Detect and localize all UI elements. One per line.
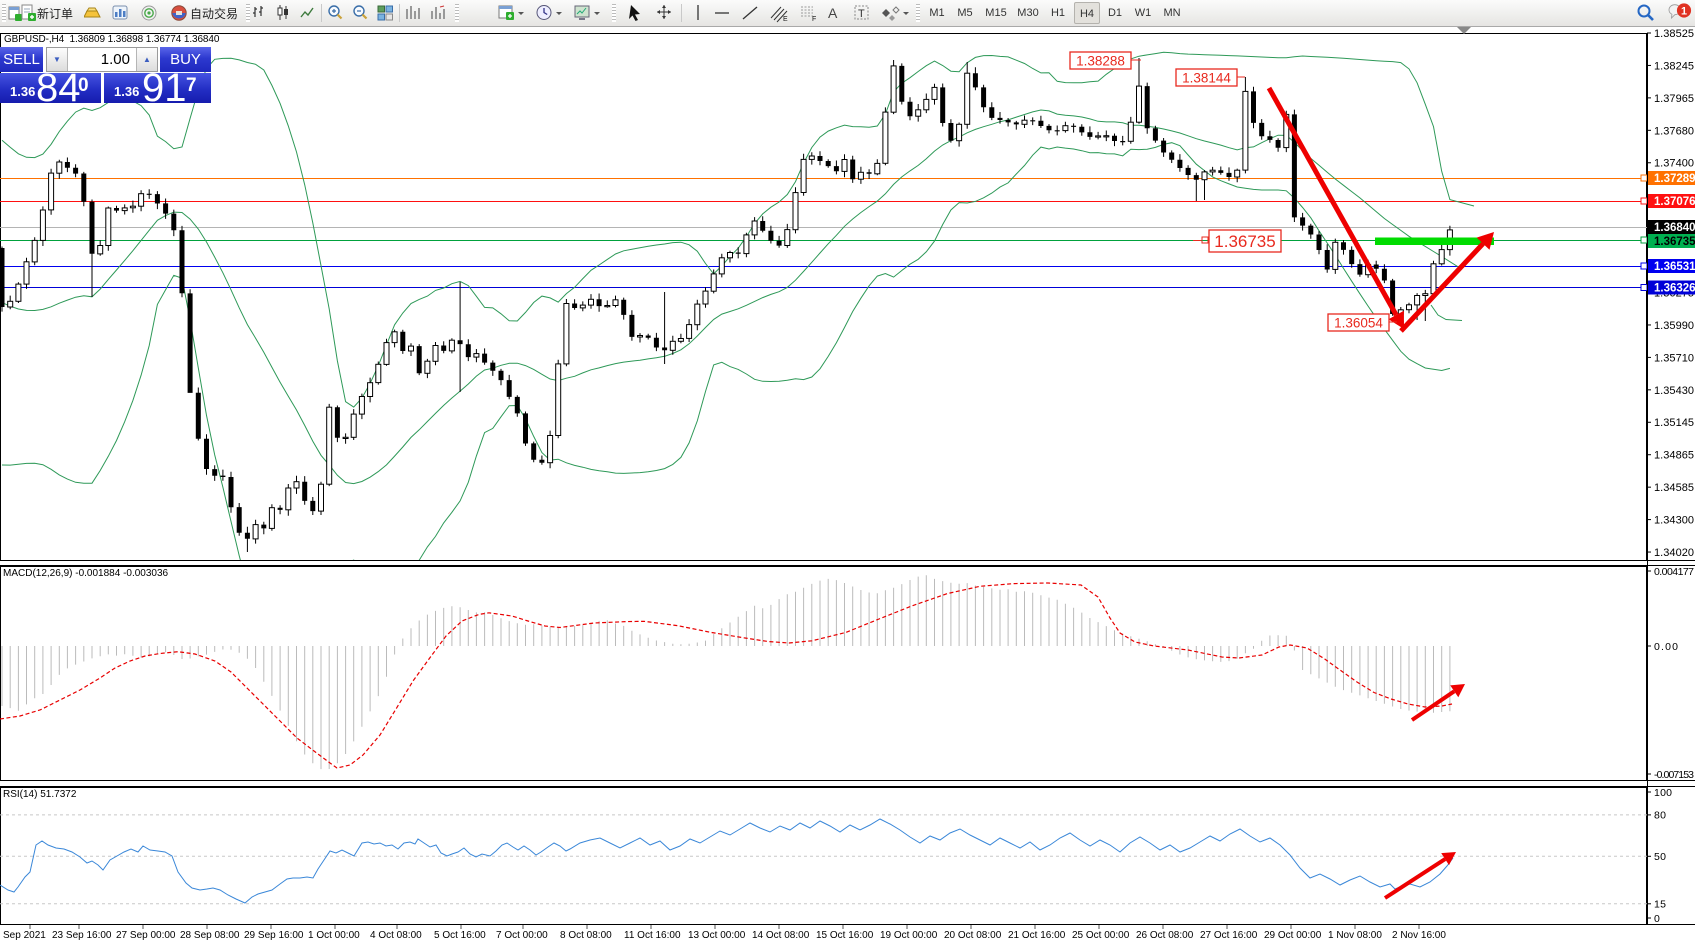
svg-text:15: 15 bbox=[1654, 899, 1666, 911]
svg-text:1: 1 bbox=[1681, 5, 1687, 17]
svg-text:50: 50 bbox=[1654, 851, 1666, 863]
svg-text:1.35145: 1.35145 bbox=[1654, 417, 1694, 429]
svg-text:T: T bbox=[858, 8, 865, 20]
svg-text:27 Sep 00:00: 27 Sep 00:00 bbox=[116, 930, 176, 941]
svg-text:19 Oct 00:00: 19 Oct 00:00 bbox=[880, 930, 938, 941]
svg-text:14 Oct 08:00: 14 Oct 08:00 bbox=[752, 930, 810, 941]
svg-text:29 Oct 00:00: 29 Oct 00:00 bbox=[1264, 930, 1322, 941]
svg-text:1.38525: 1.38525 bbox=[1654, 28, 1694, 40]
svg-text:1.37076: 1.37076 bbox=[1654, 196, 1695, 208]
svg-text:MACD(12,26,9) -0.001884 -0.003: MACD(12,26,9) -0.001884 -0.003036 bbox=[3, 568, 169, 579]
svg-text:1.38288: 1.38288 bbox=[1076, 53, 1125, 68]
svg-text:1.38245: 1.38245 bbox=[1654, 60, 1694, 72]
svg-text:0.00: 0.00 bbox=[1654, 641, 1678, 653]
svg-text:1 Oct 00:00: 1 Oct 00:00 bbox=[308, 930, 360, 941]
svg-text:1.36840: 1.36840 bbox=[1654, 222, 1695, 234]
svg-text:20 Oct 08:00: 20 Oct 08:00 bbox=[944, 930, 1002, 941]
svg-text:1.34865: 1.34865 bbox=[1654, 450, 1694, 462]
svg-text:1.36735: 1.36735 bbox=[1654, 236, 1695, 248]
svg-text:1.38144: 1.38144 bbox=[1182, 70, 1231, 85]
svg-text:E: E bbox=[783, 16, 788, 23]
svg-text:-0.007153: -0.007153 bbox=[1654, 769, 1694, 781]
svg-text:15 Oct 16:00: 15 Oct 16:00 bbox=[816, 930, 874, 941]
svg-text:28 Sep 08:00: 28 Sep 08:00 bbox=[180, 930, 240, 941]
svg-text:1.34300: 1.34300 bbox=[1654, 515, 1694, 527]
svg-text:1.37289: 1.37289 bbox=[1654, 173, 1695, 185]
svg-text:80: 80 bbox=[1654, 810, 1666, 822]
svg-text:1.37400: 1.37400 bbox=[1654, 158, 1694, 170]
svg-text:100: 100 bbox=[1654, 787, 1672, 799]
svg-text:0: 0 bbox=[1654, 913, 1660, 925]
svg-text:5 Oct 16:00: 5 Oct 16:00 bbox=[434, 930, 486, 941]
svg-text:7 Oct 00:00: 7 Oct 00:00 bbox=[496, 930, 548, 941]
svg-text:29 Sep 16:00: 29 Sep 16:00 bbox=[244, 930, 304, 941]
svg-text:1.37965: 1.37965 bbox=[1654, 93, 1694, 105]
svg-text:1 Nov 08:00: 1 Nov 08:00 bbox=[1328, 930, 1382, 941]
svg-text:23 Sep 16:00: 23 Sep 16:00 bbox=[52, 930, 112, 941]
svg-text:11 Oct 16:00: 11 Oct 16:00 bbox=[624, 930, 681, 941]
svg-text:1.34020: 1.34020 bbox=[1654, 547, 1694, 559]
svg-text:1.34585: 1.34585 bbox=[1654, 482, 1694, 494]
svg-text:Sep 2021: Sep 2021 bbox=[3, 930, 46, 941]
svg-text:26 Oct 08:00: 26 Oct 08:00 bbox=[1136, 930, 1194, 941]
svg-text:1.35710: 1.35710 bbox=[1654, 352, 1694, 364]
svg-text:21 Oct 16:00: 21 Oct 16:00 bbox=[1008, 930, 1066, 941]
svg-text:1.36735: 1.36735 bbox=[1214, 232, 1275, 251]
svg-text:RSI(14) 51.7372: RSI(14) 51.7372 bbox=[3, 789, 77, 800]
svg-text:13 Oct 00:00: 13 Oct 00:00 bbox=[688, 930, 746, 941]
svg-text:F: F bbox=[812, 16, 816, 23]
svg-text:1.35430: 1.35430 bbox=[1654, 385, 1694, 397]
svg-text:1.36531: 1.36531 bbox=[1654, 261, 1695, 273]
svg-text:1.36326: 1.36326 bbox=[1654, 283, 1695, 295]
svg-text:8 Oct 08:00: 8 Oct 08:00 bbox=[560, 930, 612, 941]
svg-text:1.35990: 1.35990 bbox=[1654, 320, 1694, 332]
svg-text:1.37680: 1.37680 bbox=[1654, 125, 1694, 137]
svg-text:4 Oct 08:00: 4 Oct 08:00 bbox=[370, 930, 422, 941]
svg-text:25 Oct 00:00: 25 Oct 00:00 bbox=[1072, 930, 1130, 941]
svg-text:1.36054: 1.36054 bbox=[1334, 315, 1383, 330]
svg-text:27 Oct 16:00: 27 Oct 16:00 bbox=[1200, 930, 1258, 941]
svg-text:2 Nov 16:00: 2 Nov 16:00 bbox=[1392, 930, 1446, 941]
svg-text:0.004177: 0.004177 bbox=[1654, 566, 1694, 578]
